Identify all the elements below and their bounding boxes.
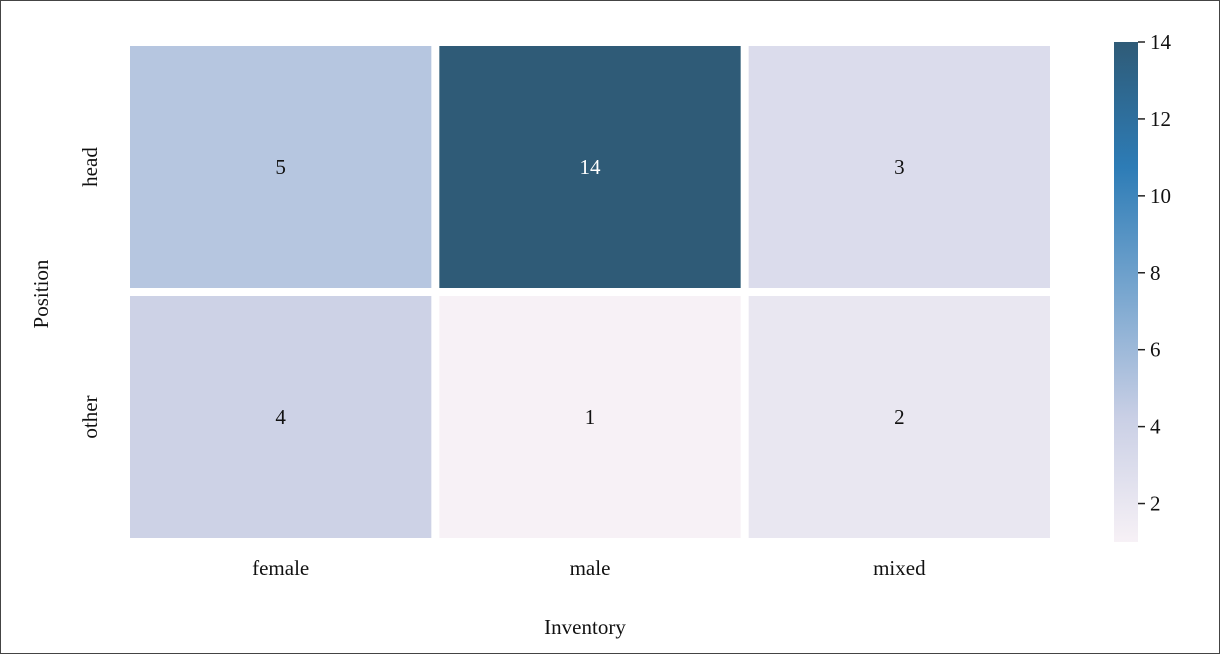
heatmap-cell-other-mixed — [748, 296, 1050, 538]
colorbar — [1114, 42, 1138, 542]
x-axis-label: Inventory — [544, 615, 626, 639]
y-tick-label: other — [78, 395, 102, 438]
cell-value-label: 2 — [894, 405, 905, 429]
x-tick-label: female — [252, 556, 309, 580]
heatmap-cell-head-female — [130, 46, 432, 288]
colorbar-tick-label: 6 — [1150, 338, 1161, 362]
colorbar-tick-label: 10 — [1150, 184, 1171, 208]
x-tick-label: male — [570, 556, 611, 580]
colorbar-tick-label: 2 — [1150, 492, 1161, 516]
y-tick-label: head — [78, 147, 102, 187]
heatmap-cell-head-mixed — [748, 46, 1050, 288]
heatmap-cell-head-male — [439, 46, 741, 288]
colorbar-ticks: 2 4 6 8 10 12 14 — [1138, 30, 1172, 516]
y-tick-labels: head other — [78, 147, 102, 439]
heatmap-cell-labels: 5 14 3 4 1 2 — [275, 155, 904, 429]
colorbar-tick-label: 4 — [1150, 415, 1161, 439]
cell-value-label: 5 — [275, 155, 286, 179]
colorbar-tick-label: 8 — [1150, 261, 1161, 285]
y-axis-label: Position — [29, 259, 53, 328]
x-tick-labels: female male mixed — [252, 556, 926, 580]
cell-value-label: 3 — [894, 155, 905, 179]
x-tick-label: mixed — [873, 556, 926, 580]
heatmap-cell-other-female — [130, 296, 432, 538]
cell-value-label: 1 — [585, 405, 596, 429]
colorbar-tick-label: 12 — [1150, 107, 1171, 131]
colorbar-tick-label: 14 — [1150, 30, 1172, 54]
heatmap-cell-other-male — [439, 296, 741, 538]
cell-value-label: 4 — [275, 405, 286, 429]
heatmap-cells — [130, 46, 1050, 538]
cell-value-label: 14 — [580, 155, 602, 179]
